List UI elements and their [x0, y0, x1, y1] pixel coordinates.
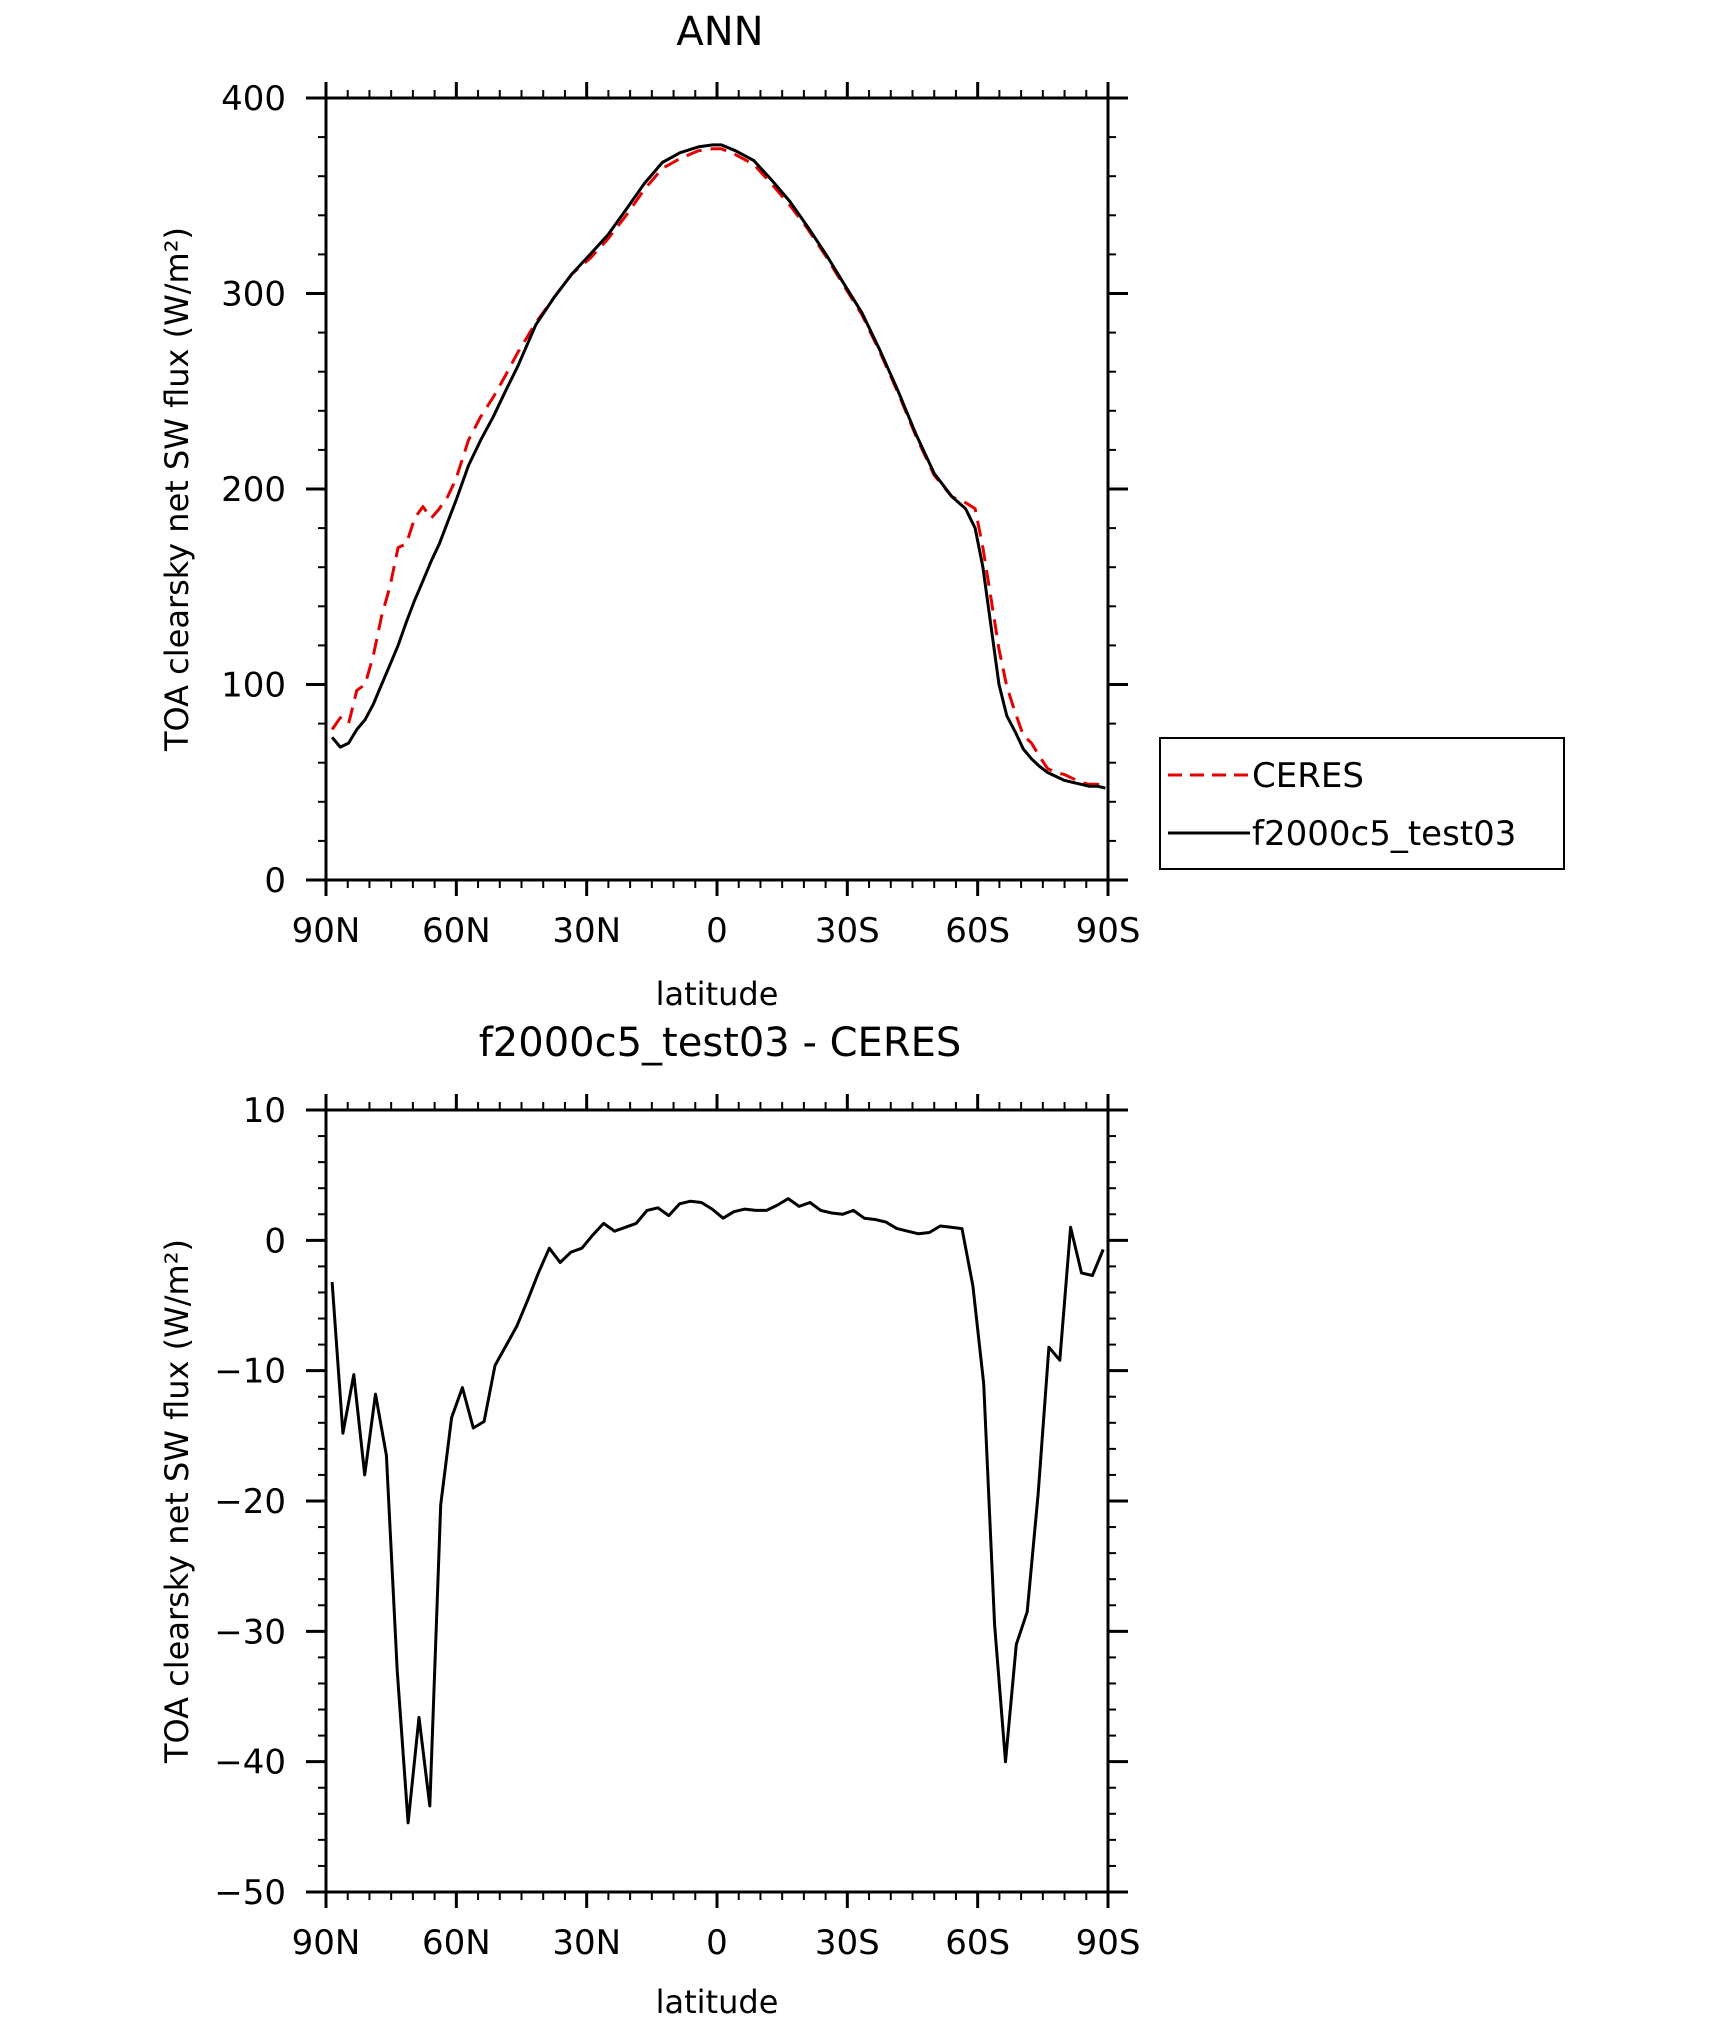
y-tick-label: −30: [214, 1612, 286, 1652]
panel-bottom-x-axis-label: latitude: [656, 1983, 779, 2021]
panel-top-title: ANN: [676, 9, 763, 55]
x-tick-label: 90S: [1076, 1923, 1141, 1963]
panel-top-ticks: 90N 60N 30N 0 30S 60S 90S 0 100 200 300 400: [221, 79, 1140, 951]
panel-top-y-axis-label: TOA clearsky net SW flux (W/m²): [158, 227, 196, 752]
x-tick-label: 60S: [945, 911, 1010, 951]
panel-top: ANN TOA clearsky net SW flux (W/m²) lati…: [158, 9, 1565, 1013]
y-tick-label: 300: [221, 275, 286, 315]
panel-bottom-ticks: 90N 60N 30N 0 30S 60S 90S 10 0 −10 −20 −30 −40 −50: [214, 1091, 1140, 1963]
panel-bottom-frame: [324, 1108, 1110, 1894]
y-tick-label: 400: [221, 79, 286, 119]
x-tick-label: 0: [706, 1923, 728, 1963]
series-line-ceres: [330, 147, 1106, 788]
x-tick-label: 30S: [815, 1923, 880, 1963]
x-tick-label: 90S: [1076, 911, 1141, 951]
x-tick-label: 30N: [552, 1923, 621, 1963]
y-tick-label: 100: [221, 666, 286, 706]
panel-top-series: [330, 143, 1106, 790]
panel-top-x-axis-label: latitude: [656, 975, 779, 1013]
y-tick-label: −50: [214, 1873, 286, 1913]
x-tick-label: 90N: [292, 911, 361, 951]
y-tick-label: 200: [221, 470, 286, 510]
x-tick-label: 90N: [292, 1923, 361, 1963]
y-tick-label: −40: [214, 1743, 286, 1783]
series-line-difference: [330, 1197, 1105, 1825]
y-tick-label: 0: [264, 1221, 286, 1261]
legend: CERES f2000c5_test03: [1159, 737, 1565, 870]
y-tick-label: −10: [214, 1352, 286, 1392]
x-tick-label: 0: [706, 911, 728, 951]
y-tick-label: 0: [264, 861, 286, 901]
series-line-f2000c5-test03: [330, 143, 1106, 790]
panel-bottom-series: [330, 1197, 1105, 1825]
legend-label-ceres: CERES: [1252, 756, 1364, 796]
x-tick-label: 30N: [552, 911, 621, 951]
panel-top-frame: [324, 96, 1110, 882]
x-tick-label: 60N: [422, 1923, 491, 1963]
panel-bottom-y-axis-label: TOA clearsky net SW flux (W/m²): [158, 1239, 196, 1764]
legend-label-model: f2000c5_test03: [1252, 814, 1516, 854]
y-tick-label: −20: [214, 1482, 286, 1522]
x-tick-label: 60S: [945, 1923, 1010, 1963]
panel-bottom: f2000c5_test03 - CERES TOA clearsky net …: [158, 1020, 1140, 2021]
panel-bottom-title: f2000c5_test03 - CERES: [479, 1020, 962, 1066]
x-tick-label: 30S: [815, 911, 880, 951]
x-tick-label: 60N: [422, 911, 491, 951]
legend-box: [1159, 737, 1565, 870]
y-tick-label: 10: [243, 1091, 286, 1131]
